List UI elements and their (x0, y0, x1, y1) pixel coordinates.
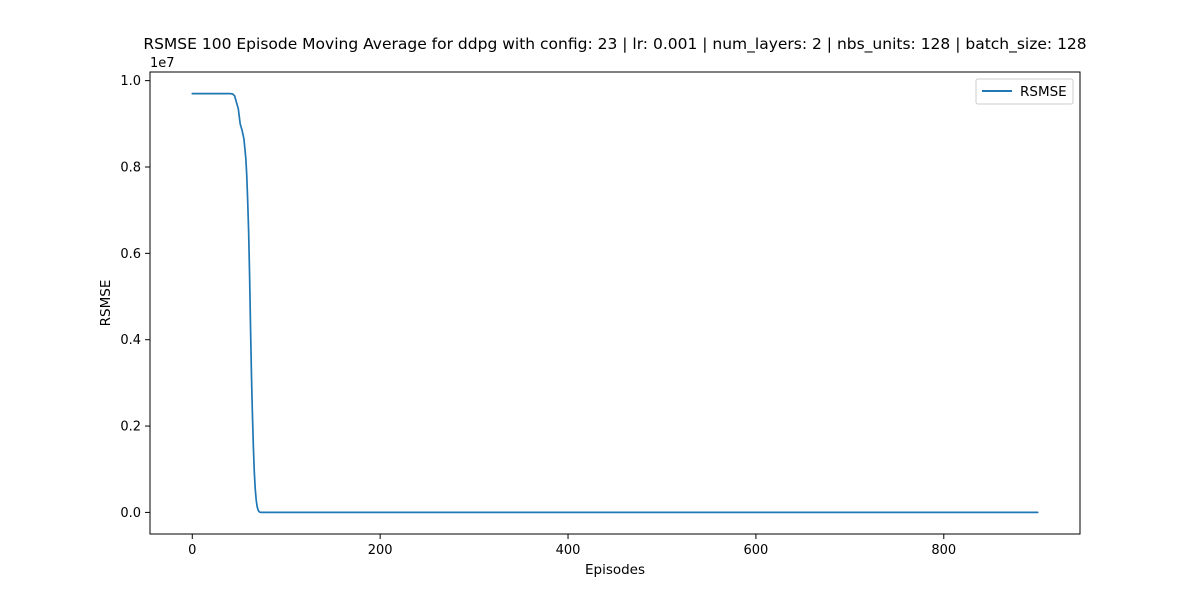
plot-frame (149, 71, 1081, 535)
y-axis-label: RSMSE (98, 280, 114, 327)
x-tick-label: 600 (743, 543, 768, 558)
y-tick-label: 0.4 (120, 333, 141, 348)
x-tick-label: 0 (188, 543, 196, 558)
x-tick-label: 800 (931, 543, 956, 558)
legend-label-rsmse: RSMSE (1020, 84, 1067, 100)
series-line-rsmse (191, 92, 1039, 514)
chart-title: RSMSE 100 Episode Moving Average for ddp… (143, 35, 1086, 54)
x-tick-label: 400 (556, 543, 581, 558)
legend: RSMSE (975, 78, 1074, 105)
x-tick-label: 200 (368, 543, 393, 558)
y-tick-label: 0.8 (120, 160, 141, 175)
y-tick-label: 0.0 (120, 506, 141, 521)
x-axis-label: Episodes (585, 562, 645, 578)
y-offset-text: 1e7 (150, 56, 175, 71)
y-tick-label: 0.6 (120, 247, 141, 262)
y-tick-label: 0.2 (120, 420, 141, 435)
y-tick-label: 1.0 (120, 74, 141, 89)
legend-box (975, 78, 1074, 105)
